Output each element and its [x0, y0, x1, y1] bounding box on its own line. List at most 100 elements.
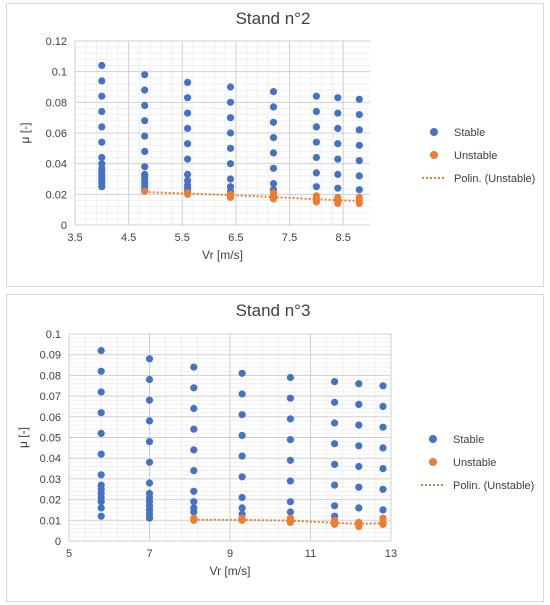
data-point-stable [190, 425, 198, 433]
data-point-stable [141, 147, 149, 155]
data-point-stable [190, 498, 198, 506]
legend-label: Unstable [454, 150, 497, 162]
y-tick-label: 0.1 [46, 329, 61, 341]
data-point-stable [97, 388, 105, 396]
data-point-stable [141, 71, 149, 79]
data-point-stable [98, 138, 106, 146]
data-point-stable [286, 436, 294, 444]
data-point-stable [184, 124, 192, 132]
x-tick-label: 6.5 [228, 232, 243, 244]
data-point-stable [312, 92, 320, 100]
data-point-stable [226, 144, 235, 152]
data-point-stable [141, 101, 149, 109]
data-point-stable [331, 502, 339, 510]
data-point-stable [190, 508, 198, 516]
y-axis-label: μ [-] [18, 123, 32, 144]
data-point-stable [141, 86, 149, 94]
x-tick-labels: 3.5 4.5 5.5 6.5 7.5 8.5 [67, 232, 350, 244]
data-point-stable [97, 504, 105, 512]
data-point-stable [269, 180, 278, 188]
y-tick-label: 0.03 [40, 474, 61, 486]
data-point-stable [334, 170, 342, 178]
data-point-stable [98, 153, 106, 162]
x-tick-label: 9 [227, 548, 233, 560]
data-point-stable [226, 160, 235, 168]
y-tick-label: 0.07 [40, 391, 61, 403]
data-point-unstable [184, 190, 192, 198]
data-point-stable [334, 155, 342, 163]
data-point-stable [379, 423, 387, 431]
chart-stand-3: 5 7 9 11 13 0 0.01 0.02 0.03 0.04 0.05 0.06 0.07 0.08… [16, 301, 534, 578]
data-point-unstable [286, 518, 294, 526]
data-point-stable [145, 396, 154, 404]
trendline-unstable [193, 518, 384, 525]
data-point-stable [334, 184, 342, 192]
data-point-stable [145, 458, 154, 466]
data-point-stable [379, 382, 387, 390]
data-point-stable [331, 378, 339, 386]
data-point-stable [184, 155, 192, 163]
data-point-stable [226, 98, 235, 106]
data-point-stable [355, 111, 363, 119]
data-point-stable [97, 498, 105, 506]
data-point-stable [226, 175, 235, 183]
data-point-stable [312, 183, 320, 191]
data-point-stable [238, 369, 246, 377]
legend-label: Unstable [453, 457, 496, 469]
data-point-stable [379, 402, 387, 410]
legend-label: Stable [454, 127, 485, 139]
series-stable [97, 347, 387, 522]
y-tick-label: 0.08 [46, 97, 67, 109]
data-point-stable [98, 61, 106, 70]
data-point-stable [97, 367, 105, 375]
y-tick-labels: 0 0.02 0.04 0.06 0.08 0.1 0.12 [46, 36, 67, 232]
data-point-stable [355, 172, 363, 180]
legend-swatch-stable [429, 435, 437, 443]
trendline-unstable [144, 191, 360, 202]
data-point-stable [97, 450, 105, 458]
data-point-stable [269, 88, 278, 96]
data-point-stable [238, 473, 246, 481]
data-point-stable [334, 94, 342, 102]
y-tick-label: 0 [61, 220, 67, 232]
data-point-stable [238, 493, 246, 502]
x-tick-label: 8.5 [336, 232, 351, 244]
data-point-stable [97, 471, 105, 479]
data-point-stable [238, 452, 246, 460]
data-point-stable [355, 442, 363, 450]
data-point-stable [145, 355, 154, 363]
data-point-stable [312, 107, 320, 116]
y-tick-label: 0.02 [46, 189, 67, 201]
data-point-stable [97, 512, 105, 520]
y-tick-label: 0.04 [40, 453, 61, 465]
data-point-unstable [269, 195, 278, 203]
data-point-unstable [334, 199, 342, 208]
y-tick-label: 0 [55, 536, 61, 548]
legend-label: Polin. (Unstable) [453, 480, 534, 492]
data-point-stable [331, 460, 339, 468]
data-point-stable [141, 132, 149, 140]
data-point-stable [269, 164, 278, 172]
major-gridlines [74, 40, 370, 226]
data-point-stable [312, 169, 320, 177]
data-point-stable [145, 375, 154, 384]
legend-swatch-unstable [429, 458, 437, 466]
data-point-stable [331, 481, 339, 489]
data-point-stable [190, 404, 198, 413]
y-tick-label: 0.06 [40, 412, 61, 424]
data-point-stable [286, 456, 294, 464]
data-point-stable [312, 138, 320, 146]
data-point-stable [379, 485, 387, 493]
data-point-stable [312, 123, 320, 131]
data-point-unstable [355, 522, 363, 531]
data-point-stable [286, 477, 294, 485]
data-point-stable [286, 498, 294, 506]
data-point-stable [331, 398, 339, 406]
chart-title: Stand n°3 [236, 301, 311, 320]
data-point-stable [286, 373, 294, 382]
data-point-stable [355, 483, 363, 491]
chart-stand-2: 3.5 4.5 5.5 6.5 7.5 8.5 0 0.02 0.04 0.06 0.08 0.1 0.… [18, 9, 535, 262]
data-point-stable [141, 117, 149, 125]
data-point-stable [145, 479, 154, 487]
data-point-stable [184, 78, 192, 86]
